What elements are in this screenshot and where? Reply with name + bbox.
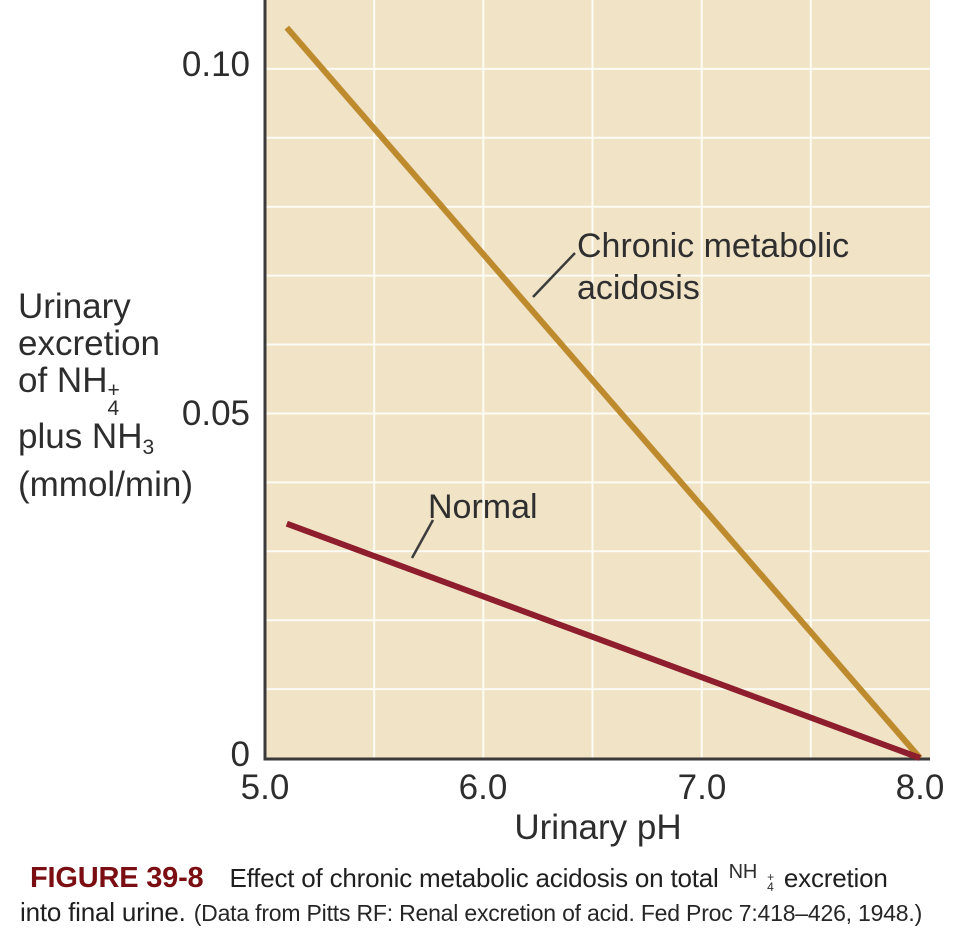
y-axis-title-line2: excretion (18, 324, 161, 363)
annotation-acidosis-line1: Chronic metabolic (577, 227, 850, 265)
caption-line2: into final urine. (Data from Pitts RF: Re… (20, 895, 950, 930)
y-axis-title-line1: Urinary (18, 287, 131, 326)
caption-text: Effect of chronic metabolic acidosis on … (229, 863, 719, 893)
figure-caption: FIGURE 39-8 Effect of chronic metabolic a… (20, 855, 950, 930)
y-axis-title: Urinary excretion of NH +4 plus NH3 (mmol… (18, 288, 258, 503)
caption-source: (Data from Pitts RF: Renal excretion of … (193, 900, 923, 926)
nh3-subscript: 3 (142, 435, 155, 459)
y-axis-title-line3: of NH +4 (18, 361, 120, 420)
chart-svg (263, 0, 930, 761)
x-tick-label-8.0: 8.0 (895, 768, 945, 807)
leader-line-normal (410, 519, 435, 559)
x-axis-title: Urinary pH (514, 808, 682, 847)
nh4-plus-formula: +4 (107, 379, 120, 420)
y-axis-title-line5: (mmol/min) (18, 464, 193, 504)
annotation-normal: Normal (428, 488, 538, 526)
y-tick-label-0.10: 0.10 (181, 45, 250, 84)
annotation-acidosis-line2: acidosis (577, 269, 700, 307)
y-tick-label-0: 0 (230, 735, 250, 774)
y-tick-label-0.05: 0.05 (181, 394, 250, 433)
leader-line-acidosis (532, 252, 576, 298)
x-tick-label-5.0: 5.0 (240, 768, 290, 807)
y-axis-title-line4: plus NH3 (18, 416, 155, 459)
caption-nh4-formula: NH +4 (728, 861, 775, 895)
annotation-chronic-metabolic-acidosis: Chronic metabolic acidosis (577, 225, 849, 309)
caption-text2: into final urine. (20, 897, 186, 927)
caption-line1: FIGURE 39-8 Effect of chronic metabolic a… (20, 855, 950, 895)
x-tick-label-7.0: 7.0 (677, 768, 727, 807)
series-lines (284, 25, 923, 761)
caption-text-end: excretion (783, 863, 888, 893)
x-tick-label-6.0: 6.0 (458, 768, 508, 807)
figure-number: FIGURE 39-8 (30, 862, 204, 894)
